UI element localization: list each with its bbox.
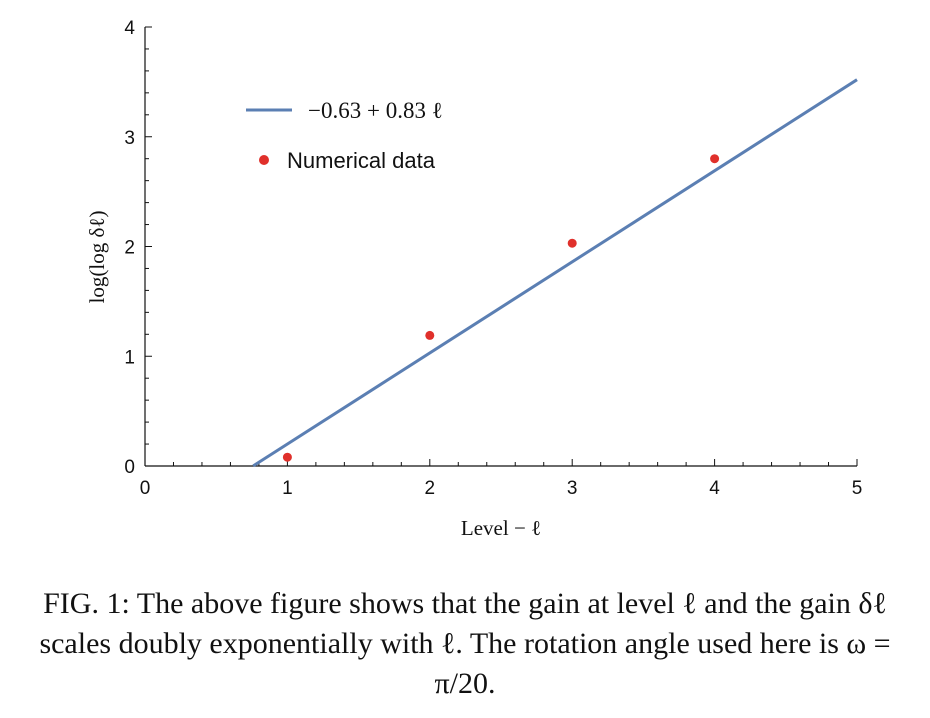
data-point bbox=[282, 452, 292, 462]
x-tick-label: 1 bbox=[282, 478, 293, 499]
y-axis-label: log(log δℓ) bbox=[85, 211, 109, 304]
legend: −0.63 + 0.83 ℓ Numerical data bbox=[246, 98, 443, 173]
axes: 0 1 2 3 4 5 0 1 2 3 4 bbox=[124, 18, 862, 499]
data-point bbox=[567, 238, 577, 248]
x-tick-label: 4 bbox=[709, 478, 720, 499]
fit-line bbox=[252, 78, 858, 468]
chart: 0 1 2 3 4 5 0 1 2 3 4 −0.63 + 0.83 ℓ Numerical data… bbox=[85, 18, 862, 540]
data-point bbox=[710, 154, 720, 164]
y-tick-label: 0 bbox=[124, 457, 135, 478]
legend-label-data: Numerical data bbox=[287, 148, 436, 173]
y-tick-label: 1 bbox=[124, 347, 135, 368]
y-tick-label: 3 bbox=[124, 128, 135, 149]
x-tick-label: 5 bbox=[852, 478, 863, 499]
y-tick-label: 2 bbox=[124, 238, 135, 259]
data-point bbox=[425, 330, 435, 340]
x-tick-label: 0 bbox=[140, 478, 151, 499]
figure: 0 1 2 3 4 5 0 1 2 3 4 −0.63 + 0.83 ℓ Numerical data… bbox=[85, 18, 862, 540]
y-tick-label: 4 bbox=[124, 18, 135, 39]
legend-label-fit: −0.63 + 0.83 ℓ bbox=[308, 98, 443, 123]
x-axis-label: Level − ℓ bbox=[461, 516, 541, 540]
figure-caption: FIG. 1: The above figure shows that the … bbox=[39, 587, 891, 700]
legend-dot-swatch bbox=[259, 155, 269, 165]
plot-area bbox=[252, 78, 858, 468]
x-tick-label: 3 bbox=[567, 478, 578, 499]
x-tick-label: 2 bbox=[425, 478, 436, 499]
